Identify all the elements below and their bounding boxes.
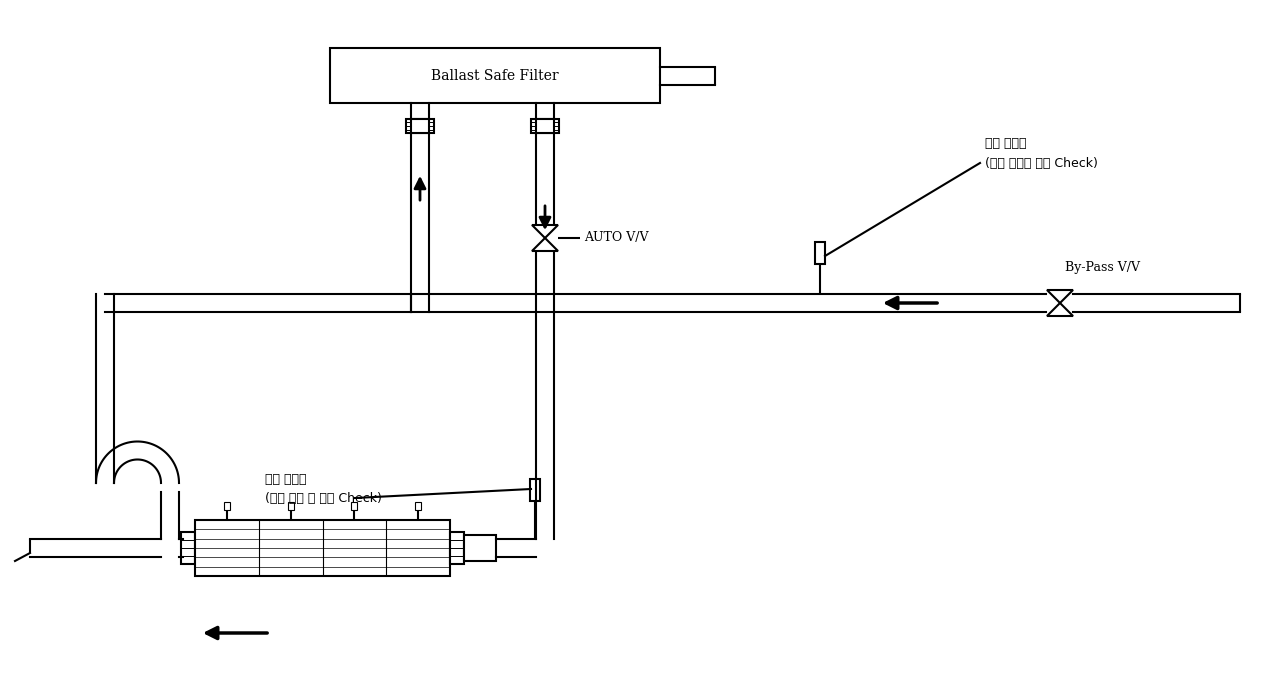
Bar	[415, 502, 422, 510]
Bar	[181, 532, 195, 564]
Bar	[330, 48, 660, 103]
Text: 순간 유량계: 순간 유량계	[985, 137, 1027, 150]
Polygon shape	[533, 225, 558, 238]
Text: Ballast Safe Filter: Ballast Safe Filter	[431, 69, 559, 82]
Bar	[530, 479, 540, 501]
Bar	[352, 502, 358, 510]
Text: 순간 유량계: 순간 유량계	[265, 473, 307, 486]
Bar	[536, 119, 554, 133]
Bar	[288, 502, 293, 510]
Polygon shape	[1047, 290, 1073, 303]
Bar	[224, 502, 229, 510]
Text: AUTO V/V: AUTO V/V	[583, 231, 648, 245]
Text: (필터 투입전 유량 Check): (필터 투입전 유량 Check)	[985, 157, 1098, 170]
Bar	[195, 520, 450, 576]
Bar	[412, 119, 429, 133]
Polygon shape	[533, 238, 558, 251]
Bar	[531, 119, 559, 133]
Bar	[464, 535, 496, 561]
Bar	[815, 242, 826, 264]
Text: By-Pass V/V: By-Pass V/V	[1065, 261, 1140, 274]
Text: (필터 통과 후 유량 Check): (필터 통과 후 유량 Check)	[265, 492, 382, 505]
Bar	[450, 532, 464, 564]
Polygon shape	[1047, 303, 1073, 316]
Bar	[406, 119, 434, 133]
